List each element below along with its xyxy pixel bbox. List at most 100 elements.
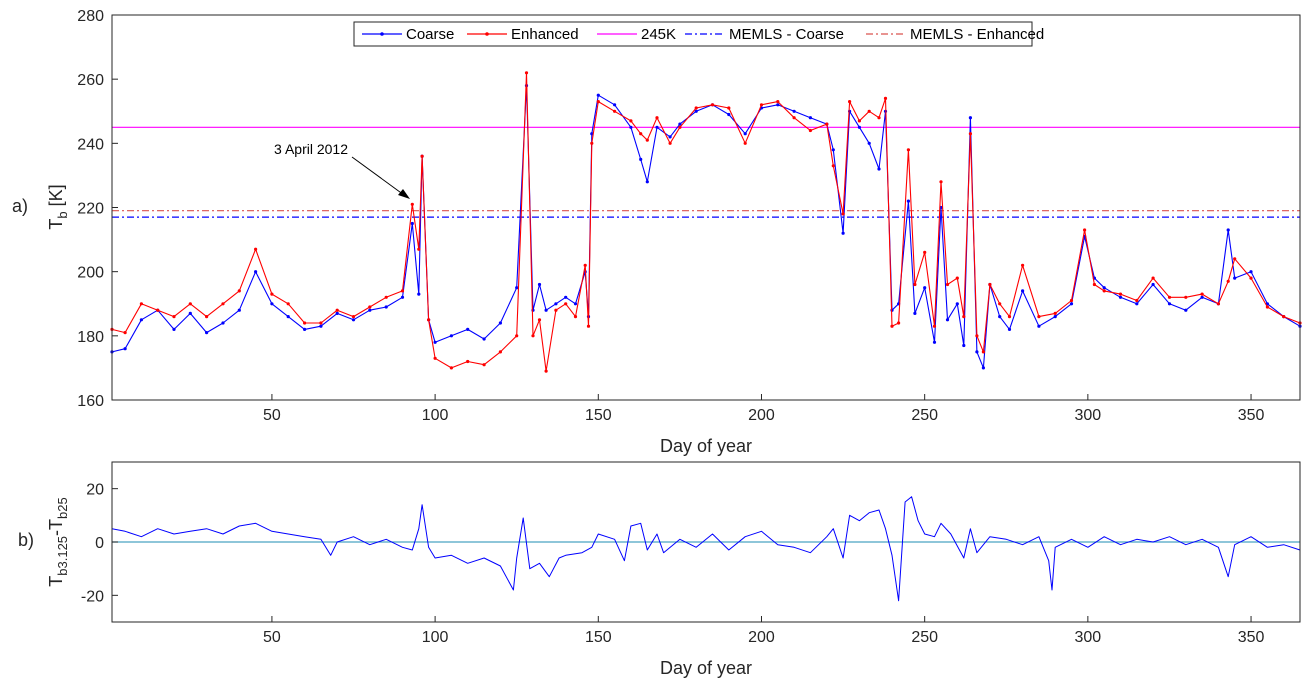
axis-a-ytick-label: 220 — [77, 201, 104, 218]
difference-series-line — [111, 496, 1301, 602]
series-point-coarse — [573, 302, 578, 306]
series-point-enhanced — [351, 315, 356, 319]
series-point-coarse — [498, 321, 502, 325]
ylabel-b-sub1: b3.125 — [55, 536, 70, 576]
series-point-enhanced — [586, 324, 591, 328]
axis-b-xtick-label: 50 — [263, 629, 281, 646]
series-point-enhanced — [694, 106, 698, 110]
series-point-enhanced — [420, 154, 424, 158]
panel-a-ylabel: Tb [K] — [46, 184, 70, 229]
panel-a-xlabel: Day of year — [660, 436, 752, 456]
series-point-enhanced — [1069, 298, 1074, 303]
series-point-coarse — [932, 340, 937, 344]
series-point-coarse — [1007, 327, 1012, 331]
series-point-enhanced — [831, 164, 835, 168]
axis-b-ytick-label: -20 — [81, 588, 104, 605]
axis-a-ytick-label: 160 — [77, 393, 104, 410]
panel-b: 50 100 150 200 250 300 350 -20 0 20 b) Tb3.125-Tb… — [18, 461, 1301, 678]
series-point-enhanced — [564, 302, 568, 306]
legend-label-memls-coarse: MEMLS - Coarse — [729, 26, 844, 43]
series-point-enhanced — [1102, 289, 1106, 293]
series-point-coarse — [867, 141, 871, 145]
series-point-coarse — [1053, 315, 1057, 319]
series-point-coarse — [962, 343, 966, 348]
series-point-enhanced — [1184, 295, 1188, 299]
legend-entry-enhanced: Enhanced — [467, 26, 579, 43]
series-point-coarse — [417, 292, 421, 296]
panel-a-series — [110, 71, 1302, 373]
series-point-enhanced — [433, 356, 437, 360]
series-point-coarse — [1021, 289, 1025, 293]
series-point-enhanced — [877, 116, 881, 120]
panel-b-ylabel: Tb3.125-Tb25 — [46, 497, 70, 586]
series-point-coarse — [596, 93, 600, 97]
series-point-coarse — [433, 340, 437, 344]
series-point-enhanced — [988, 282, 992, 287]
series-point-coarse — [981, 366, 986, 370]
series-point-enhanced — [710, 103, 715, 107]
panel-a-label: a) — [12, 196, 28, 216]
series-point-enhanced — [319, 321, 323, 325]
ylabel-a-unit: [K] — [46, 184, 66, 211]
ylabel-b-main: T — [46, 576, 66, 587]
series-point-enhanced — [1007, 315, 1012, 319]
series-point-coarse — [1037, 324, 1041, 328]
series-point-coarse — [998, 315, 1002, 319]
series-point-enhanced — [645, 138, 649, 142]
series-point-coarse — [172, 327, 176, 331]
series-point-coarse — [590, 132, 594, 136]
series-point-enhanced — [188, 302, 192, 306]
ylabel-a-sub: b — [55, 211, 70, 218]
series-point-coarse — [221, 321, 225, 325]
series-point-enhanced — [554, 308, 558, 312]
series-point-coarse — [1249, 270, 1253, 274]
series-point-enhanced — [890, 324, 894, 328]
series-point-coarse — [975, 350, 979, 354]
series-point-coarse — [639, 157, 643, 161]
legend-entry-memls-coarse: MEMLS - Coarse — [685, 26, 844, 43]
series-point-coarse — [857, 125, 862, 129]
series-point-enhanced — [544, 369, 548, 373]
series-point-coarse — [655, 125, 659, 129]
series-point-enhanced — [410, 202, 414, 206]
series-point-enhanced — [1083, 228, 1087, 232]
series-point-coarse — [254, 270, 258, 274]
axis-a-xtick-label: 150 — [585, 407, 612, 424]
series-point-enhanced — [776, 100, 780, 104]
series-point-enhanced — [962, 315, 966, 319]
panel-b-series — [111, 496, 1301, 602]
series-point-enhanced — [883, 96, 888, 100]
annotation-arrowhead — [398, 189, 410, 199]
legend-entry-245k: 245K — [597, 26, 676, 43]
ylabel-a-main: T — [46, 219, 66, 230]
series-point-coarse — [1226, 228, 1230, 232]
series-point-enhanced — [613, 109, 617, 113]
panel-b-ticks: 50 100 150 200 250 300 350 -20 0 20 — [81, 482, 1265, 646]
series-point-enhanced — [1265, 305, 1269, 309]
series-point-enhanced — [825, 122, 829, 126]
series-point-enhanced — [537, 318, 542, 322]
series-point-coarse — [139, 318, 143, 322]
series-point-enhanced — [417, 247, 421, 251]
series-point-enhanced — [655, 116, 659, 120]
series-point-enhanced — [1118, 292, 1123, 296]
axis-b-xtick-label: 300 — [1075, 629, 1102, 646]
axis-a-xtick-label: 300 — [1075, 407, 1102, 424]
legend-entry-memls-enhanced: MEMLS - Enhanced — [866, 26, 1044, 43]
series-point-enhanced — [427, 318, 431, 322]
series-point-coarse — [351, 318, 356, 322]
series-point-coarse — [1233, 276, 1237, 280]
series-point-enhanced — [384, 295, 388, 299]
legend: Coarse Enhanced 245K MEMLS - Coarse MEML… — [353, 21, 1044, 47]
ylabel-b-sub2: b25 — [55, 497, 70, 519]
legend-label-enhanced: Enhanced — [511, 26, 579, 43]
panel-a-ticks: 50 100 150 200 250 300 350 160 180 200 220 240 260 28… — [77, 8, 1264, 424]
series-point-enhanced — [139, 302, 143, 306]
axis-a-xtick-label: 250 — [911, 407, 938, 424]
series-point-enhanced — [808, 128, 813, 133]
axis-a-xtick-label: 200 — [748, 407, 775, 424]
series-point-coarse — [743, 132, 747, 136]
series-point-enhanced — [335, 308, 339, 312]
series-point-enhanced — [400, 289, 405, 293]
series-point-enhanced — [897, 321, 901, 325]
